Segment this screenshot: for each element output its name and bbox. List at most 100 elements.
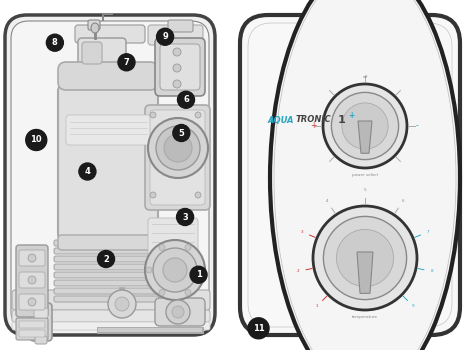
Circle shape xyxy=(28,276,36,284)
FancyBboxPatch shape xyxy=(160,44,200,90)
Circle shape xyxy=(323,84,407,168)
Circle shape xyxy=(79,163,96,180)
Text: 1: 1 xyxy=(316,304,318,308)
FancyBboxPatch shape xyxy=(148,25,203,45)
Text: 5: 5 xyxy=(179,128,184,138)
Text: temperature: temperature xyxy=(352,315,378,319)
Circle shape xyxy=(150,192,156,198)
Circle shape xyxy=(190,266,207,283)
FancyBboxPatch shape xyxy=(5,15,215,335)
FancyBboxPatch shape xyxy=(58,235,158,250)
FancyBboxPatch shape xyxy=(66,115,151,145)
FancyBboxPatch shape xyxy=(155,298,205,326)
Text: 9: 9 xyxy=(162,32,168,41)
FancyBboxPatch shape xyxy=(54,280,159,286)
FancyBboxPatch shape xyxy=(158,248,172,258)
Circle shape xyxy=(157,28,173,45)
Circle shape xyxy=(164,134,192,162)
FancyBboxPatch shape xyxy=(78,38,126,68)
Circle shape xyxy=(173,64,181,72)
FancyBboxPatch shape xyxy=(155,38,205,96)
FancyBboxPatch shape xyxy=(19,330,45,337)
Circle shape xyxy=(195,192,201,198)
FancyBboxPatch shape xyxy=(30,303,52,341)
FancyBboxPatch shape xyxy=(148,218,198,263)
FancyBboxPatch shape xyxy=(88,20,100,30)
Circle shape xyxy=(166,300,190,324)
Text: 8: 8 xyxy=(431,269,433,273)
Circle shape xyxy=(332,92,399,160)
Circle shape xyxy=(173,80,181,88)
Text: off: off xyxy=(362,75,368,79)
Text: 8: 8 xyxy=(52,38,58,47)
Circle shape xyxy=(26,130,47,150)
FancyBboxPatch shape xyxy=(54,248,159,254)
Text: 1: 1 xyxy=(196,270,201,279)
Text: 10: 10 xyxy=(31,135,42,145)
Text: 6: 6 xyxy=(183,95,189,104)
Circle shape xyxy=(146,267,152,273)
Text: 4: 4 xyxy=(326,199,328,203)
FancyBboxPatch shape xyxy=(12,290,210,310)
Text: 1: 1 xyxy=(338,115,346,125)
Circle shape xyxy=(195,112,201,118)
Text: 11: 11 xyxy=(252,324,265,333)
Circle shape xyxy=(248,318,269,339)
FancyBboxPatch shape xyxy=(19,321,45,328)
FancyBboxPatch shape xyxy=(11,21,209,329)
Circle shape xyxy=(46,34,63,51)
Circle shape xyxy=(342,103,388,149)
Text: 2: 2 xyxy=(103,254,109,264)
FancyBboxPatch shape xyxy=(12,322,210,330)
FancyBboxPatch shape xyxy=(82,42,102,64)
Circle shape xyxy=(150,112,156,118)
Circle shape xyxy=(156,126,200,170)
Circle shape xyxy=(336,229,393,287)
Circle shape xyxy=(173,48,181,56)
FancyBboxPatch shape xyxy=(35,336,47,344)
Text: 3: 3 xyxy=(182,212,188,222)
Text: +: + xyxy=(348,112,354,120)
FancyBboxPatch shape xyxy=(58,62,158,90)
Polygon shape xyxy=(358,121,372,153)
Text: 3: 3 xyxy=(301,230,304,234)
Text: AQUA: AQUA xyxy=(268,116,294,125)
Circle shape xyxy=(148,118,208,178)
Polygon shape xyxy=(357,252,373,293)
Circle shape xyxy=(159,289,165,295)
Text: +: + xyxy=(310,121,316,131)
FancyBboxPatch shape xyxy=(19,272,45,288)
Circle shape xyxy=(178,91,194,108)
Circle shape xyxy=(28,298,36,306)
Circle shape xyxy=(163,258,187,282)
Ellipse shape xyxy=(270,0,460,350)
Circle shape xyxy=(108,290,136,318)
FancyBboxPatch shape xyxy=(54,256,159,262)
FancyBboxPatch shape xyxy=(54,240,159,246)
FancyBboxPatch shape xyxy=(19,294,45,310)
FancyBboxPatch shape xyxy=(19,250,45,266)
Circle shape xyxy=(177,209,193,225)
Circle shape xyxy=(115,297,129,311)
Circle shape xyxy=(118,54,135,71)
Text: 7: 7 xyxy=(124,58,129,67)
Circle shape xyxy=(28,254,36,262)
FancyBboxPatch shape xyxy=(240,15,460,335)
Text: power select: power select xyxy=(352,173,378,177)
Circle shape xyxy=(159,245,165,251)
FancyBboxPatch shape xyxy=(54,264,159,270)
FancyBboxPatch shape xyxy=(54,296,159,302)
Ellipse shape xyxy=(91,23,99,33)
FancyBboxPatch shape xyxy=(58,85,158,240)
FancyBboxPatch shape xyxy=(75,25,145,43)
Text: 6: 6 xyxy=(401,199,404,203)
Text: -: - xyxy=(416,121,418,131)
Text: 7: 7 xyxy=(426,230,429,234)
Text: 5: 5 xyxy=(364,188,366,192)
Circle shape xyxy=(185,289,191,295)
FancyBboxPatch shape xyxy=(150,110,205,205)
FancyBboxPatch shape xyxy=(16,318,48,340)
FancyBboxPatch shape xyxy=(54,288,159,294)
Circle shape xyxy=(145,240,205,300)
FancyBboxPatch shape xyxy=(34,308,48,318)
